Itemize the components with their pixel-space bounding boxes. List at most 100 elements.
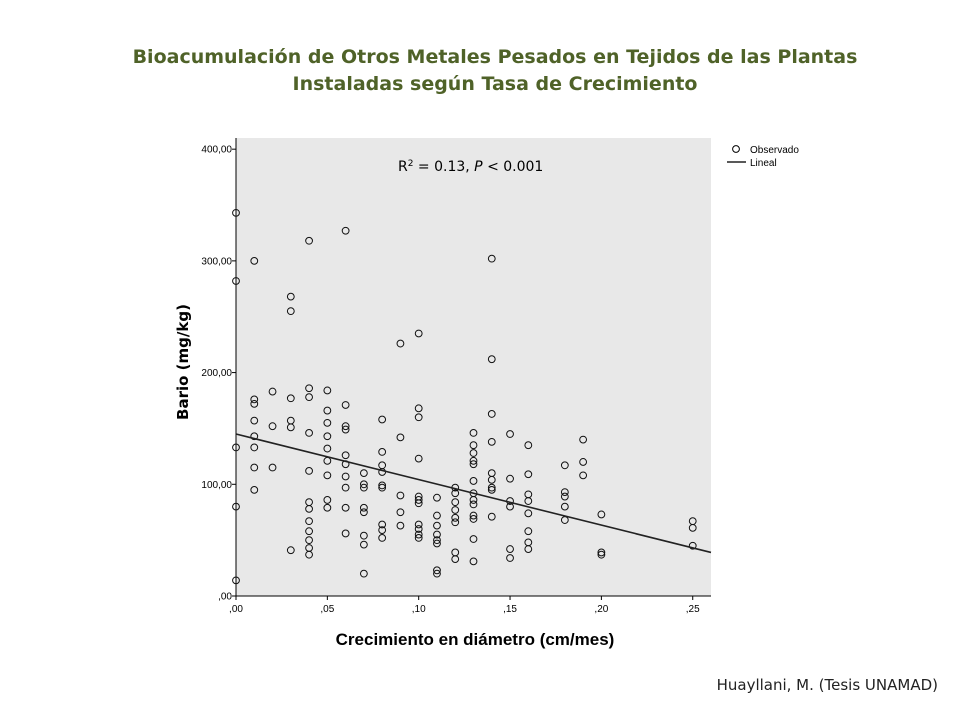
data-point — [286, 307, 295, 316]
data-point — [433, 566, 441, 575]
data-point — [250, 463, 259, 472]
data-point — [597, 510, 606, 519]
data-point — [341, 503, 350, 512]
data-point — [469, 441, 478, 450]
data-point — [487, 355, 496, 364]
y-tick-label: 300,00 — [201, 256, 232, 267]
data-point — [524, 509, 533, 518]
data-point — [597, 548, 606, 557]
data-point — [414, 454, 423, 463]
data-point — [414, 499, 423, 508]
data-point — [378, 534, 387, 542]
data-point — [250, 443, 259, 452]
data-point — [305, 504, 313, 513]
data-point — [268, 463, 277, 472]
data-point — [451, 498, 460, 507]
data-point — [414, 525, 423, 533]
data-point — [359, 469, 368, 478]
data-point — [487, 512, 496, 521]
data-point — [688, 523, 697, 532]
data-point — [414, 404, 423, 413]
data-point — [232, 502, 240, 511]
data-point — [469, 449, 478, 457]
data-point — [506, 545, 514, 553]
data-point — [433, 539, 441, 548]
data-point — [469, 496, 478, 504]
regression-line — [235, 433, 712, 554]
data-point — [305, 527, 313, 536]
data-point — [250, 256, 259, 265]
data-point — [359, 503, 368, 512]
data-point — [579, 458, 588, 466]
data-point — [469, 477, 478, 485]
data-point — [597, 550, 606, 559]
r2-annotation: R2 = 0.13, P < 0.001 — [398, 159, 543, 175]
legend-observed-marker — [732, 145, 740, 153]
data-point — [359, 483, 368, 492]
r2-prefix: R — [398, 159, 408, 175]
data-point — [487, 410, 496, 418]
legend-observed-label: Observado — [750, 145, 799, 156]
data-point — [250, 416, 259, 425]
data-point — [487, 485, 496, 494]
data-point — [323, 386, 332, 395]
data-point — [469, 500, 478, 509]
data-point — [250, 485, 259, 494]
data-point — [579, 471, 588, 480]
data-point — [433, 521, 441, 530]
data-point — [469, 557, 478, 566]
data-point — [506, 554, 514, 562]
data-point — [378, 481, 387, 490]
data-point — [524, 470, 533, 479]
data-point — [341, 422, 350, 431]
data-point — [396, 339, 405, 348]
data-point — [433, 569, 441, 578]
legend: Observado Lineal — [727, 145, 799, 169]
data-point — [414, 534, 423, 542]
data-point — [524, 527, 533, 536]
data-point — [688, 541, 697, 550]
data-point — [305, 384, 313, 393]
data-points — [232, 208, 697, 585]
y-tick-label: ,00 — [218, 592, 232, 603]
data-point — [524, 545, 533, 553]
data-point — [451, 506, 460, 514]
data-point — [232, 576, 240, 585]
x-tick-label: ,20 — [594, 604, 608, 615]
data-point — [451, 555, 460, 564]
source-credit: Huayllani, M. (Tesis UNAMAD) — [716, 676, 938, 694]
chart-title-line-1: Bioacumulación de Otros Metales Pesados … — [132, 46, 858, 68]
data-point — [305, 236, 313, 245]
data-point — [560, 488, 569, 497]
p-value: < 0.001 — [483, 159, 544, 175]
data-point — [396, 433, 405, 442]
data-point — [323, 432, 332, 441]
data-point — [469, 515, 478, 523]
data-point — [378, 483, 387, 492]
data-point — [359, 508, 368, 517]
data-point — [232, 277, 240, 285]
data-point — [579, 435, 588, 444]
y-ticks: ,00 100,00 200,00 300,00 400,00 — [201, 145, 236, 603]
data-point — [414, 520, 423, 529]
data-point — [305, 393, 313, 402]
data-point — [560, 461, 569, 470]
data-point — [250, 399, 259, 408]
data-point — [323, 444, 332, 453]
y-tick-label: 200,00 — [201, 368, 232, 379]
data-point — [487, 483, 496, 492]
data-point — [560, 492, 569, 501]
data-point — [268, 387, 277, 396]
x-ticks: ,00 ,05 ,10 ,15 ,20 ,25 — [229, 596, 700, 615]
data-point — [341, 472, 350, 481]
data-point — [286, 394, 295, 403]
data-point — [323, 503, 332, 512]
data-point — [341, 401, 350, 409]
p-label: P — [474, 159, 483, 175]
legend-linear-label: Lineal — [750, 158, 777, 169]
data-point — [451, 518, 460, 527]
x-tick-label: ,25 — [686, 604, 700, 615]
data-point — [487, 254, 496, 263]
data-point — [524, 441, 533, 450]
axes — [235, 138, 711, 597]
